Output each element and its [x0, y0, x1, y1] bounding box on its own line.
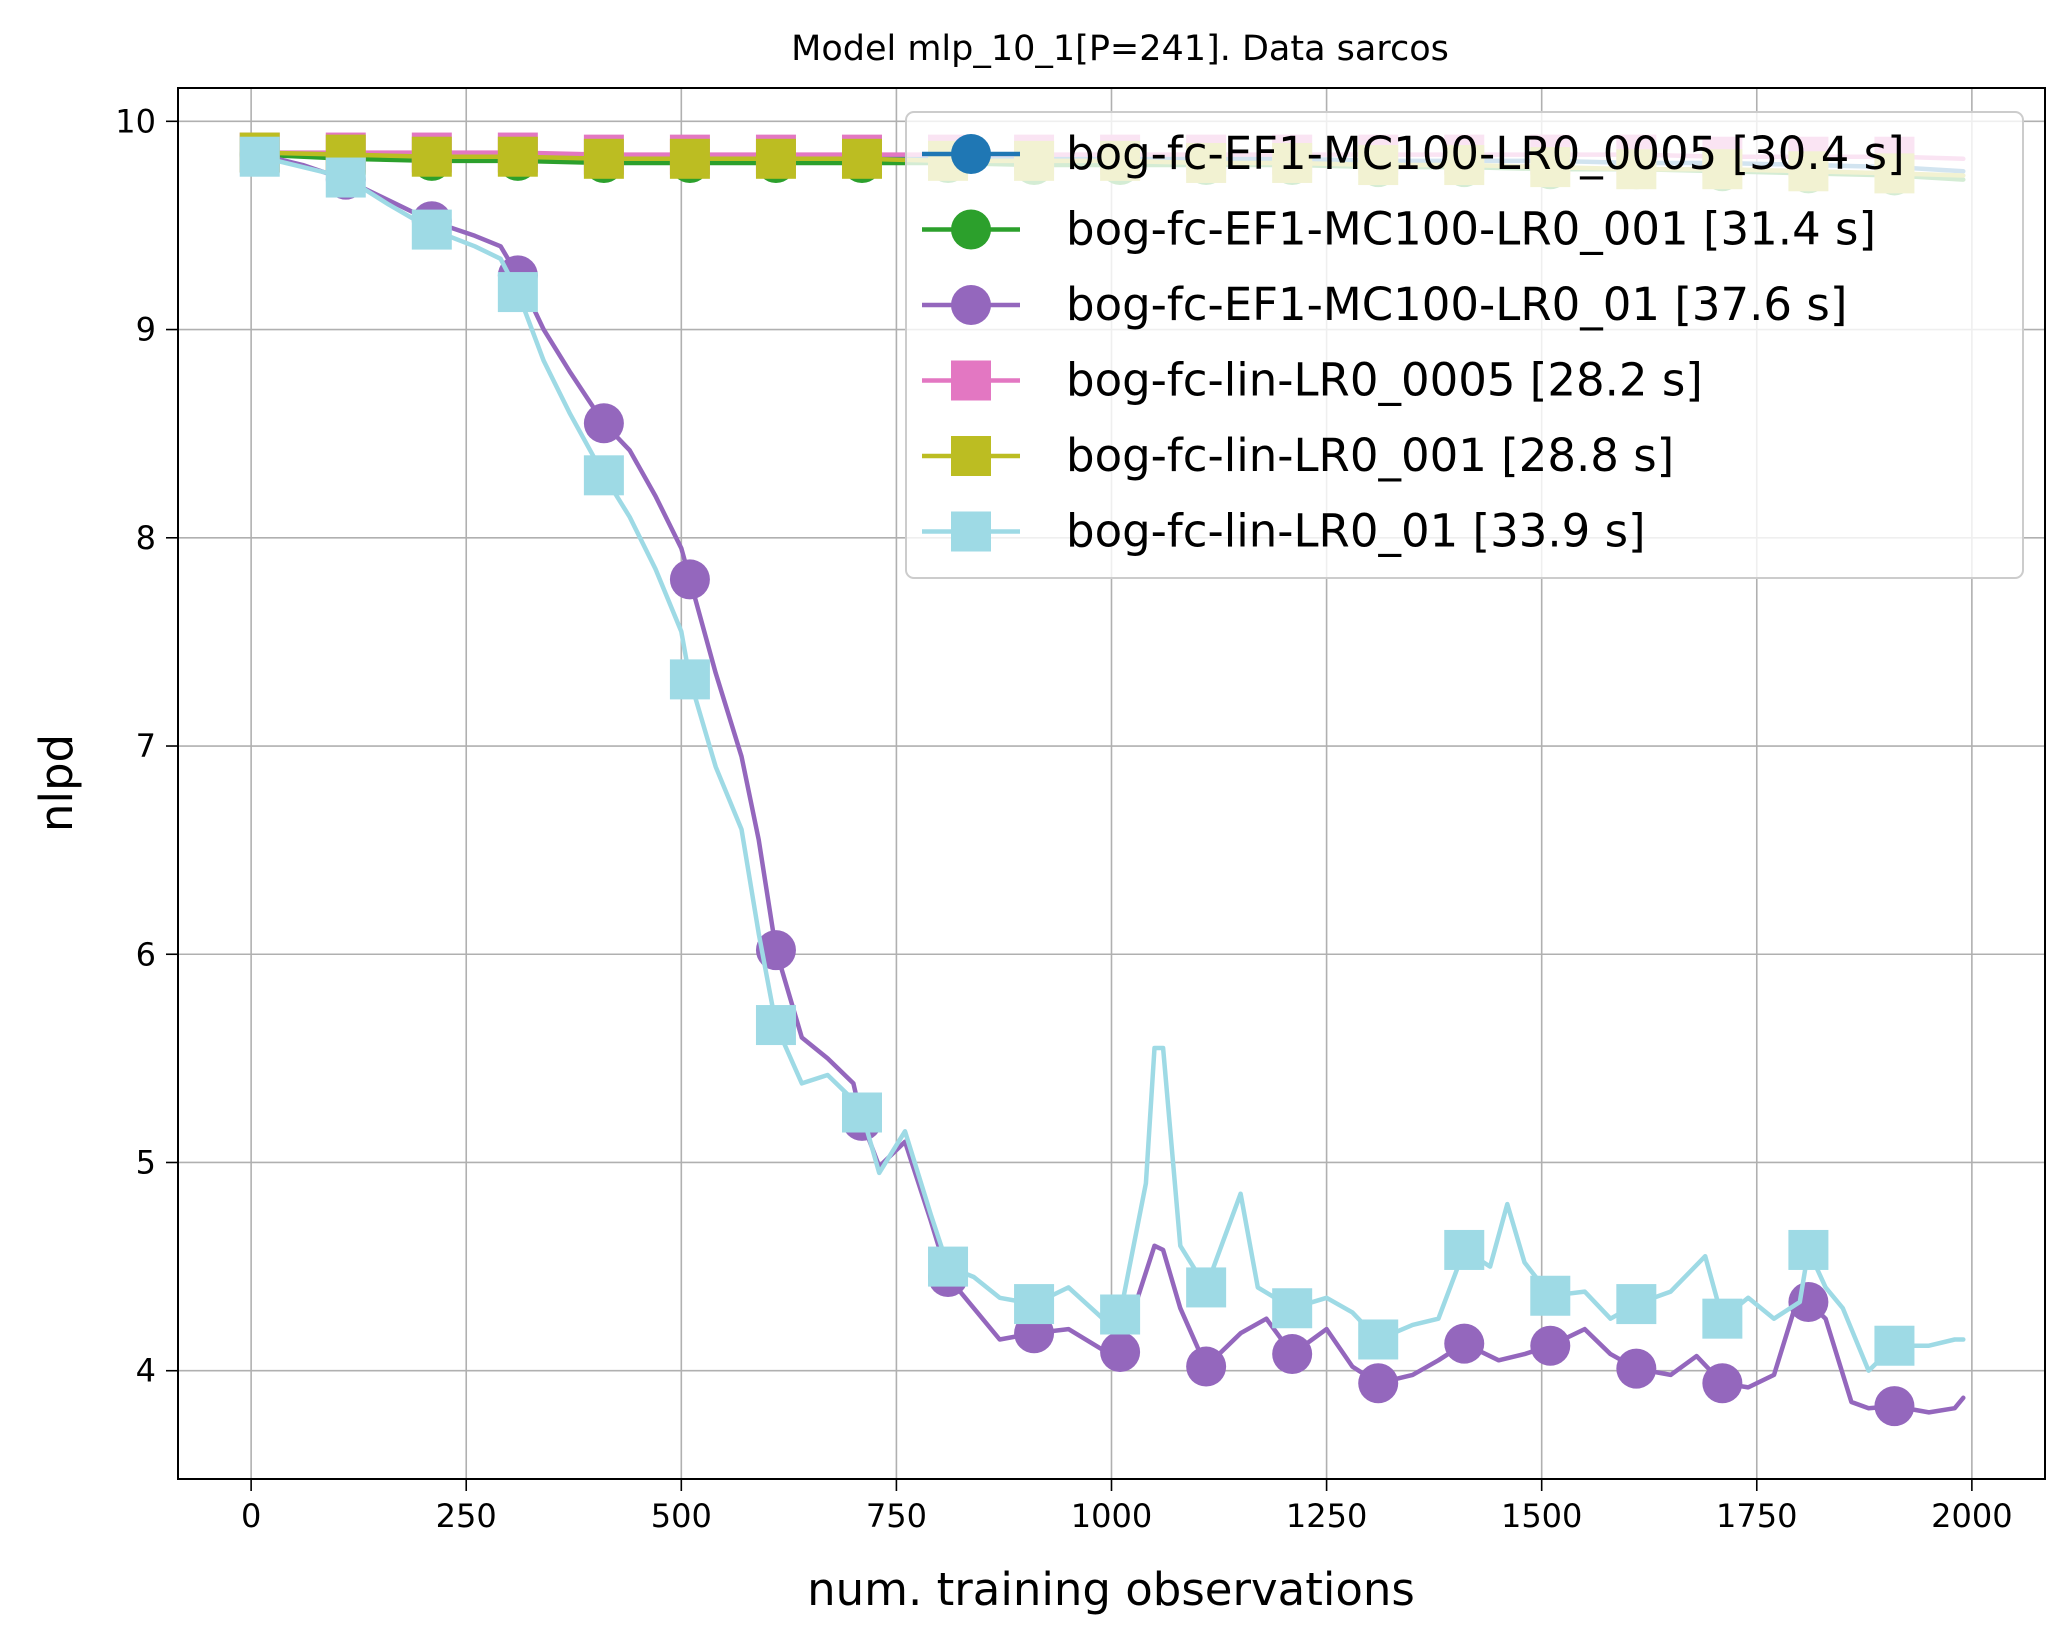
data-point: [1100, 1294, 1141, 1335]
data-point: [1100, 1331, 1141, 1372]
data-point: [1702, 1298, 1743, 1339]
data-point: [411, 209, 452, 250]
data-point: [1358, 1319, 1399, 1360]
legend-marker: [951, 360, 991, 401]
legend-label: bog-fc-EF1-MC100-LR0_01 [37.6 s]: [1066, 278, 1847, 331]
legend-item: bog-fc-lin-LR0_001 [28.8 s]: [922, 429, 1674, 482]
data-point: [497, 136, 538, 177]
x-tick-label: 1250: [1286, 1497, 1367, 1535]
data-point: [583, 138, 624, 179]
data-point: [1272, 1288, 1313, 1329]
data-point: [1444, 1229, 1485, 1270]
legend-label: bog-fc-EF1-MC100-LR0_0005 [30.4 s]: [1066, 127, 1905, 180]
y-tick-label: 6: [136, 935, 156, 973]
x-tick-label: 1500: [1501, 1497, 1582, 1535]
x-tick-label: 1000: [1071, 1497, 1152, 1535]
data-point: [583, 403, 624, 444]
data-point: [1272, 1334, 1313, 1375]
data-point: [1530, 1275, 1571, 1316]
data-point: [1702, 1363, 1743, 1404]
x-tick-label: 1750: [1716, 1497, 1797, 1535]
y-tick-label: 8: [136, 519, 156, 557]
data-point: [239, 136, 280, 177]
y-tick-label: 5: [136, 1143, 156, 1181]
data-point: [1186, 1346, 1227, 1387]
x-axis-label: num. training observations: [807, 1563, 1415, 1616]
data-point: [1874, 1386, 1915, 1427]
data-point: [1616, 1348, 1657, 1389]
legend-item: bog-fc-lin-LR0_0005 [28.2 s]: [922, 354, 1703, 407]
data-point: [755, 1005, 796, 1046]
x-tick-label: 250: [436, 1497, 497, 1535]
chart-title: Model mlp_10_1[P=241]. Data sarcos: [791, 29, 1449, 69]
y-axis-label: nlpd: [30, 734, 83, 832]
legend-label: bog-fc-EF1-MC100-LR0_001 [31.4 s]: [1066, 203, 1876, 256]
data-point: [669, 659, 710, 700]
y-tick-label: 9: [136, 311, 156, 349]
x-tick-label: 2000: [1931, 1497, 2012, 1535]
data-point: [1014, 1284, 1055, 1325]
legend-marker: [951, 285, 991, 325]
x-tick-label: 750: [866, 1497, 927, 1535]
x-tick-label: 0: [241, 1497, 261, 1535]
data-point: [1788, 1282, 1829, 1323]
axis-ticks: 0 250 500 750 1000 1250 1500 1750 2000 4 5 6 7 8 9 10: [115, 102, 2012, 1535]
data-point: [1874, 1325, 1915, 1366]
legend-item: bog-fc-EF1-MC100-LR0_001 [31.4 s]: [922, 203, 1876, 256]
legend: bog-fc-EF1-MC100-LR0_0005 [30.4 s] bog-fc…: [905, 111, 2024, 579]
data-point: [1358, 1363, 1399, 1404]
data-point: [325, 157, 366, 198]
data-point: [411, 136, 452, 177]
series-6: [239, 136, 1966, 1373]
data-point: [583, 455, 624, 496]
legend-label: bog-fc-lin-LR0_01 [33.9 s]: [1066, 505, 1646, 558]
legend-marker: [951, 436, 991, 476]
legend-marker: [951, 511, 991, 552]
data-point: [1616, 1284, 1657, 1325]
legend-item: bog-fc-lin-LR0_01 [33.9 s]: [922, 505, 1646, 558]
data-point: [928, 1246, 969, 1287]
y-tick-label: 7: [136, 727, 156, 765]
data-point: [669, 138, 710, 179]
y-tick-label: 10: [115, 102, 156, 140]
data-point: [1530, 1325, 1571, 1366]
legend-label: bog-fc-lin-LR0_0005 [28.2 s]: [1066, 354, 1703, 407]
data-point: [1788, 1229, 1829, 1270]
data-point: [841, 138, 882, 179]
data-point: [755, 138, 796, 179]
y-tick-label: 4: [136, 1352, 156, 1390]
legend-item: bog-fc-EF1-MC100-LR0_01 [37.6 s]: [922, 278, 1847, 331]
x-tick-label: 500: [651, 1497, 712, 1535]
data-point: [1444, 1323, 1485, 1364]
data-point: [1186, 1267, 1227, 1308]
legend-label: bog-fc-lin-LR0_001 [28.8 s]: [1066, 429, 1674, 482]
data-point: [841, 1092, 882, 1133]
data-point: [669, 559, 710, 600]
legend-item: bog-fc-EF1-MC100-LR0_0005 [30.4 s]: [922, 127, 1905, 180]
data-point: [497, 272, 538, 313]
legend-marker: [951, 134, 991, 174]
legend-frame: [905, 111, 2024, 579]
legend-marker: [951, 209, 991, 250]
